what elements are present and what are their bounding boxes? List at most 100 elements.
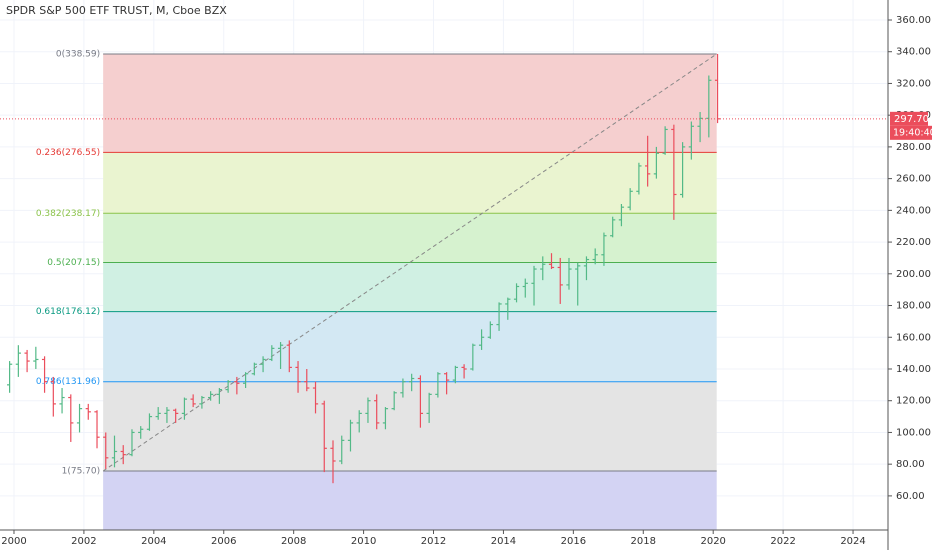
ohlc-bar <box>15 345 21 377</box>
ohlc-bar <box>339 435 345 465</box>
x-tick-label: 2024 <box>840 536 865 547</box>
ohlc-bar <box>33 346 39 369</box>
ohlc-bar <box>444 372 450 395</box>
y-tick-label: 200.00 <box>896 269 931 280</box>
fib-zone <box>103 311 717 382</box>
y-tick-label: 220.00 <box>896 237 931 248</box>
ohlc-bar <box>251 362 257 376</box>
x-tick-label: 2012 <box>421 536 446 547</box>
ohlc-bar <box>269 345 275 362</box>
ohlc-bar <box>6 361 13 393</box>
ohlc-bar <box>566 257 572 290</box>
x-tick-label: 2006 <box>211 536 236 547</box>
fib-label: 0.5(207.15) <box>47 258 100 268</box>
ohlc-bar <box>461 364 467 379</box>
ohlc-bar <box>714 53 721 124</box>
fib-zone <box>103 213 717 263</box>
y-tick-label: 280.00 <box>896 142 931 153</box>
ohlc-bar <box>260 356 266 373</box>
ohlc-bar <box>68 394 74 442</box>
y-tick-label: 240.00 <box>896 205 931 216</box>
ohlc-bar <box>627 188 633 211</box>
ohlc-bar <box>199 395 205 409</box>
ohlc-bar <box>286 340 292 373</box>
price-label: 297.70 <box>894 114 929 125</box>
ohlc-bar <box>645 135 651 187</box>
ohlc-bar <box>216 388 222 404</box>
ohlc-bar <box>41 356 48 393</box>
ohlc-bar <box>24 349 30 373</box>
x-tick-label: 2008 <box>281 536 306 547</box>
ohlc-bar <box>557 257 563 304</box>
ohlc-bar <box>426 392 432 423</box>
ohlc-bar <box>234 376 240 395</box>
x-tick-label: 2018 <box>631 536 656 547</box>
y-tick-label: 80.00 <box>896 459 925 470</box>
ohlc-bar <box>129 429 135 457</box>
ohlc-bar <box>382 407 389 430</box>
y-tick-label: 120.00 <box>896 396 931 407</box>
ohlc-bar <box>592 248 598 265</box>
ohlc-bar <box>409 373 415 392</box>
x-tick-label: 2022 <box>770 536 795 547</box>
ohlc-bar <box>190 394 196 408</box>
x-tick-label: 2000 <box>1 536 26 547</box>
ohlc-bar <box>59 388 65 414</box>
ohlc-bar <box>374 394 380 430</box>
plot-layer <box>0 0 888 530</box>
ohlc-bar <box>601 232 607 266</box>
fib-zone <box>103 53 717 153</box>
ohlc-bar <box>85 403 91 420</box>
ohlc-bar <box>295 361 301 393</box>
ohlc-bar <box>496 302 502 331</box>
ohlc-bar <box>312 381 319 414</box>
ohlc-bar <box>138 426 144 439</box>
ohlc-bar <box>146 413 153 431</box>
ohlc-bar <box>356 410 362 433</box>
ohlc-bar <box>304 368 310 392</box>
ohlc-bar <box>513 283 520 303</box>
y-tick-label: 180.00 <box>896 301 931 312</box>
ohlc-bar <box>548 253 555 270</box>
ohlc-bar <box>277 342 284 369</box>
ohlc-bar <box>173 408 179 423</box>
ohlc-bar <box>181 397 188 420</box>
ohlc-bar <box>540 256 546 281</box>
ohlc-bar <box>391 391 397 411</box>
y-tick-label: 320.00 <box>896 78 931 89</box>
ohlc-bar <box>225 380 231 393</box>
fib-zone <box>103 152 717 214</box>
ohlc-bar <box>242 372 249 389</box>
ohlc-bar <box>662 126 668 155</box>
fib-label: 0.786(131.96) <box>36 377 100 387</box>
ohlc-bar <box>487 321 493 339</box>
ohlc-bar <box>94 410 100 449</box>
ohlc-bar <box>671 124 677 220</box>
ohlc-bar <box>417 375 424 428</box>
ohlc-bar <box>610 216 616 238</box>
fib-trend-line <box>102 53 717 472</box>
ohlc-bar <box>435 372 441 398</box>
y-tick-label: 60.00 <box>896 491 925 502</box>
ohlc-bar <box>321 400 327 473</box>
x-tick-label: 2014 <box>491 536 516 547</box>
ohlc-bar <box>653 146 660 179</box>
x-tick-label: 2016 <box>561 536 586 547</box>
ohlc-bar <box>365 397 371 423</box>
ohlc-bar <box>688 121 694 160</box>
ohlc-bar <box>50 376 56 417</box>
chart-title: SPDR S&P 500 ETF TRUST, M, Cboe BZX <box>6 4 227 17</box>
ohlc-bar <box>76 403 83 433</box>
ohlc-bar <box>470 343 476 371</box>
ohlc-bar <box>531 265 537 306</box>
price-badge <box>890 111 928 126</box>
ohlc-bar <box>103 432 109 469</box>
ohlc-bar <box>164 407 170 423</box>
x-tick-label: 2002 <box>71 536 96 547</box>
x-tick-label: 2004 <box>141 536 166 547</box>
ohlc-bar <box>208 391 214 401</box>
countdown-badge <box>890 125 932 140</box>
ohlc-bar <box>347 419 354 452</box>
ohlc-bar <box>618 204 625 227</box>
